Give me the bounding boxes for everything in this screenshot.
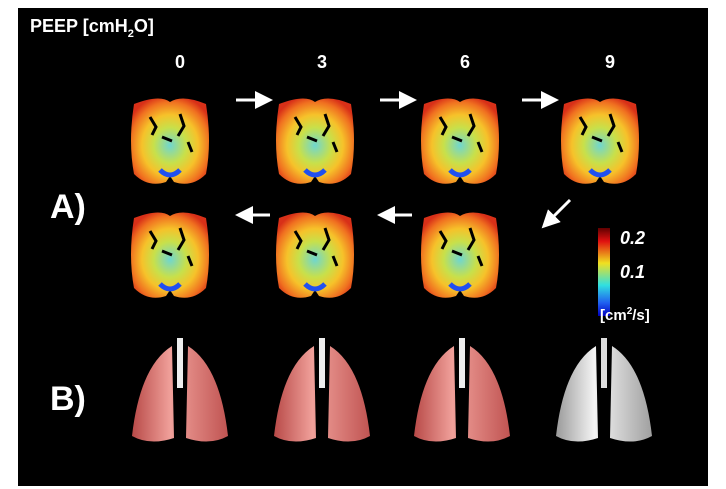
column-label: 6 (460, 52, 470, 72)
colorbar-label: 0.1 (620, 262, 645, 282)
colorbar (598, 228, 610, 316)
panel-label: A) (50, 188, 86, 226)
column-label: 9 (605, 52, 615, 72)
column-label: 0 (175, 52, 185, 72)
figure: PEEP [cmH2O] 0 3 6 9 A) B) 0.2 0.1 [cm2/… (0, 0, 726, 489)
colorbar-unit: [cm2/s] (600, 306, 650, 324)
panel-label: B) (50, 380, 86, 418)
colorbar-label: 0.2 (620, 228, 645, 248)
column-label: 3 (317, 52, 327, 72)
